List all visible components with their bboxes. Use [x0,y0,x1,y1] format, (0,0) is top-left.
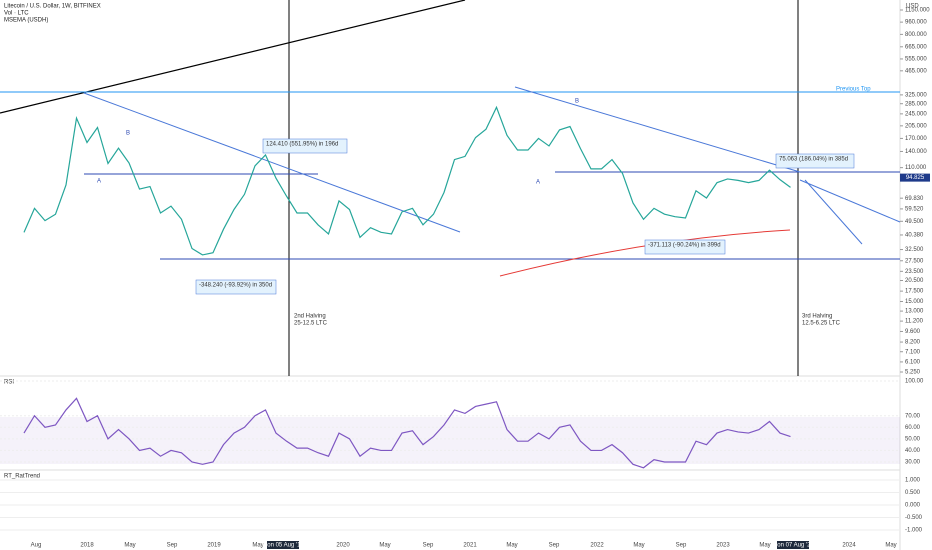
y-tick-label: 1150.000 [905,8,930,14]
y-tick-label: 40.00 [905,448,921,454]
x-tick-label: Mon 07 Aug '23 [772,543,814,549]
wave-label: A [97,179,101,185]
x-tick-label: 2020 [336,543,350,549]
wave-label: A [536,180,540,186]
x-highlight [777,541,809,549]
x-tick-label: 2022 [590,543,604,549]
measure-box [195,279,277,295]
x-tick-label: May [379,543,390,549]
x-tick-label: May [252,543,263,549]
annotation: -371.113 (-90.24%) in 399d [648,243,721,249]
annotation: 3rd Halving [802,314,832,320]
annotation: Previous Top [836,87,871,93]
measure-box [262,138,348,154]
x-tick-label: Mon 05 Aug '19 [262,543,304,549]
currency: USD [906,4,919,10]
pane-title: RT_RatTrend [4,474,40,480]
y-tick-label: 465.000 [905,68,927,74]
wave-label: B [126,131,130,137]
y-tick-label: 960.000 [905,20,927,26]
y-tick-label: 1.000 [905,478,921,484]
chart-title: Litecoin / U.S. Dollar, 1W, BITFINEX [4,4,101,10]
x-tick-label: 2018 [80,543,94,549]
y-tick-label: 285.000 [905,101,927,107]
annotation: -348.240 (-93.92%) in 350d [199,283,272,289]
x-tick-label: May [633,543,644,549]
x-tick-label: May [124,543,135,549]
annotation: 124.410 (551.95%) in 196d [266,142,338,148]
y-tick-label: 140.000 [905,149,927,155]
wave-label: B [575,99,579,105]
y-tick-label: 70.00 [905,413,921,419]
x-tick-label: Aug [31,543,42,549]
x-highlight [267,541,299,549]
current-price: 94.825 [906,175,925,181]
y-tick-label: 32.500 [905,247,924,253]
y-tick-label: 69.830 [905,196,924,202]
y-tick-label: 665.000 [905,44,927,50]
annotation: 75.063 (186.04%) in 385d [779,157,848,163]
rsi-line [23,397,791,469]
x-tick-label: 2019 [207,543,221,549]
y-tick-label: 800.000 [905,32,927,38]
measure-box [644,239,726,255]
y-tick-label: 5.250 [905,370,921,376]
y-tick-label: 49.500 [905,219,924,225]
y-tick-label: 50.00 [905,436,921,442]
price-line [23,105,791,256]
y-tick-label: 0.000 [905,503,921,509]
trend-line [0,0,466,114]
x-tick-label: Sep [423,543,434,549]
measure-box [775,153,855,169]
y-tick-label: 59.520 [905,206,924,212]
x-tick-label: May [885,543,896,549]
y-tick-label: 9.600 [905,329,921,335]
annotation: 12.5-6.25 LTC [802,321,841,327]
pane-title: RSI [4,380,14,386]
y-tick-label: 13.000 [905,309,924,315]
x-tick-label: May [759,543,770,549]
annotation: 25-12.5 LTC [294,321,328,327]
y-tick-label: 100.00 [905,379,924,385]
x-tick-label: May [506,543,517,549]
y-tick-label: 40.380 [905,233,924,239]
trend-line [799,179,901,223]
y-tick-label: 7.100 [905,349,921,355]
price-tag [900,173,930,182]
y-tick-label: 6.100 [905,359,921,365]
y-tick-label: 170.000 [905,136,927,142]
y-tick-label: 27.500 [905,258,924,264]
y-tick-label: 11.200 [905,319,924,325]
rsi-band [0,417,900,464]
x-tick-label: 2021 [463,543,477,549]
trend-line [514,86,801,173]
trend-line [83,92,461,233]
y-tick-label: 110.000 [905,165,927,171]
y-tick-label: 17.500 [905,289,924,295]
y-tick-label: 8.200 [905,340,921,346]
x-tick-label: Sep [676,543,687,549]
y-tick-label: 30.00 [905,460,921,466]
y-tick-label: 60.00 [905,425,921,431]
y-tick-label: 325.000 [905,92,927,98]
y-tick-label: 0.500 [905,490,921,496]
y-tick-label: -1.000 [905,528,923,534]
projection-arrow [804,179,863,245]
y-tick-label: 245.000 [905,111,927,117]
x-tick-label: Sep [549,543,560,549]
y-tick-label: 15.000 [905,299,924,305]
y-tick-label: 205.000 [905,123,927,129]
x-tick-label: 2023 [716,543,730,549]
x-tick-label: 2024 [842,543,856,549]
y-tick-label: 20.500 [905,278,924,284]
y-tick-label: 23.500 [905,269,924,275]
subtitle: MSEMA (USDH) [4,18,48,24]
subtitle: Vol · LTC [4,11,29,17]
x-tick-label: Sep [167,543,178,549]
annotation: 2nd Halving [294,314,326,320]
y-tick-label: -0.500 [905,515,923,521]
y-tick-label: 555.000 [905,57,927,63]
